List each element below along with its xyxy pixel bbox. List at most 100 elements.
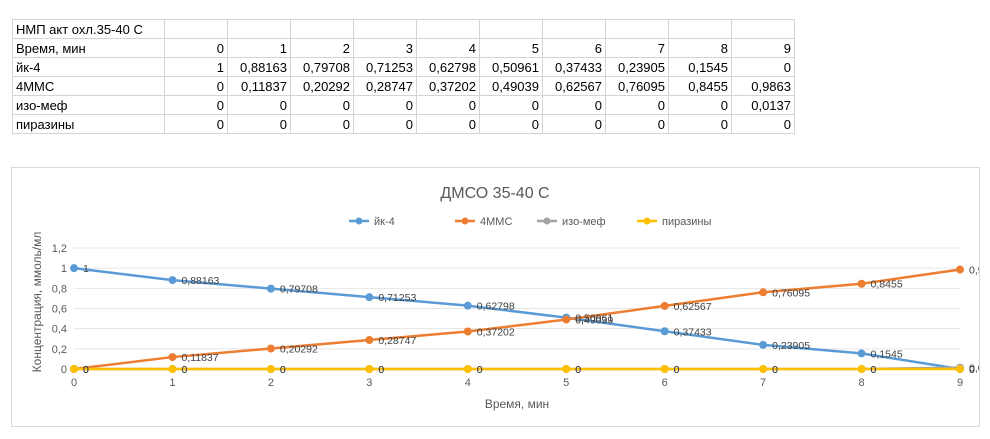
table-row-label[interactable]: пиразины: [12, 114, 165, 134]
table-cell[interactable]: 0: [164, 95, 228, 115]
table-cell-empty[interactable]: [668, 19, 732, 39]
table-cell[interactable]: 0: [731, 57, 795, 77]
data-point[interactable]: [168, 365, 177, 373]
table-cell[interactable]: 0: [605, 95, 669, 115]
table-cell[interactable]: 0: [227, 114, 291, 134]
data-point[interactable]: [759, 288, 768, 297]
table-cell[interactable]: 0,88163: [227, 57, 291, 77]
table-cell[interactable]: 0: [479, 95, 543, 115]
table-cell[interactable]: 0,37202: [416, 76, 480, 96]
table-cell[interactable]: 0: [416, 114, 480, 134]
table-cell[interactable]: 1: [164, 57, 228, 77]
table-header-label[interactable]: Время, мин: [12, 38, 165, 58]
series-line[interactable]: [73, 268, 961, 371]
table-cell[interactable]: 0: [605, 114, 669, 134]
table-cell[interactable]: 0,1545: [668, 57, 732, 77]
data-point[interactable]: [660, 301, 669, 310]
data-point[interactable]: [168, 276, 177, 285]
table-cell[interactable]: 0,28747: [353, 76, 417, 96]
table-cell[interactable]: 0,11837: [227, 76, 291, 96]
data-point[interactable]: [463, 301, 472, 310]
data-point[interactable]: [463, 365, 472, 373]
table-cell[interactable]: 0: [290, 95, 354, 115]
table-cell[interactable]: 0,37433: [542, 57, 606, 77]
data-point[interactable]: [759, 340, 768, 349]
table-cell[interactable]: 0: [227, 95, 291, 115]
data-point[interactable]: [660, 327, 669, 336]
data-point[interactable]: [759, 365, 768, 373]
table-cell[interactable]: 0,23905: [605, 57, 669, 77]
series-line[interactable]: [73, 266, 961, 371]
table-header-cell[interactable]: 8: [668, 38, 732, 58]
table-cell[interactable]: 0: [353, 95, 417, 115]
table-cell[interactable]: 0: [479, 114, 543, 134]
data-point[interactable]: [168, 353, 177, 362]
data-point[interactable]: [463, 327, 472, 336]
data-point[interactable]: [266, 284, 275, 293]
table-cell[interactable]: 0,50961: [479, 57, 543, 77]
table-header-cell[interactable]: 3: [353, 38, 417, 58]
legend-entry[interactable]: йк-4: [374, 216, 395, 228]
data-point[interactable]: [956, 265, 964, 274]
table-cell-empty[interactable]: [353, 19, 417, 39]
table-header-cell[interactable]: 1: [227, 38, 291, 58]
table-header-cell[interactable]: 2: [290, 38, 354, 58]
table-cell[interactable]: 0,62567: [542, 76, 606, 96]
table-header-cell[interactable]: 9: [731, 38, 795, 58]
data-point[interactable]: [266, 365, 275, 373]
table-cell[interactable]: 0: [290, 114, 354, 134]
table-cell-empty[interactable]: [479, 19, 543, 39]
chart-frame[interactable]: ДМСО 35-40 С йк-4 4ММС изо-меф пиразины 0 0,…: [11, 167, 990, 427]
table-cell[interactable]: 0: [353, 114, 417, 134]
table-header-cell[interactable]: 5: [479, 38, 543, 58]
table-cell[interactable]: 0,8455: [668, 76, 732, 96]
legend-entry[interactable]: пиразины: [662, 216, 711, 228]
table-row-label[interactable]: йк-4: [12, 57, 165, 77]
data-point[interactable]: [365, 293, 374, 302]
table-header-cell[interactable]: 6: [542, 38, 606, 58]
table-header-cell[interactable]: 0: [164, 38, 228, 58]
table-cell[interactable]: 0,49039: [479, 76, 543, 96]
data-point[interactable]: [70, 264, 78, 273]
data-point[interactable]: [857, 365, 866, 373]
table-title[interactable]: НМП акт охл.35-40 С: [12, 19, 165, 39]
table-cell[interactable]: 0,62798: [416, 57, 480, 77]
table-cell-empty[interactable]: [290, 19, 354, 39]
data-point[interactable]: [562, 315, 571, 324]
data-point[interactable]: [562, 365, 571, 373]
data-point[interactable]: [660, 365, 669, 373]
table-row-label[interactable]: 4ММС: [12, 76, 165, 96]
table-cell[interactable]: 0: [542, 114, 606, 134]
table-cell-empty[interactable]: [731, 19, 795, 39]
table-row-label[interactable]: изо-меф: [12, 95, 165, 115]
table-cell[interactable]: 0,71253: [353, 57, 417, 77]
data-point[interactable]: [956, 365, 964, 373]
table-cell[interactable]: 0,79708: [290, 57, 354, 77]
table-cell[interactable]: 0,9863: [731, 76, 795, 96]
table-cell-empty[interactable]: [542, 19, 606, 39]
table-cell[interactable]: 0: [164, 114, 228, 134]
data-point[interactable]: [365, 365, 374, 373]
table-cell[interactable]: 0: [416, 95, 480, 115]
table-cell-empty[interactable]: [416, 19, 480, 39]
data-point[interactable]: [857, 349, 866, 358]
legend-entry[interactable]: 4ММС: [480, 216, 512, 228]
data-point[interactable]: [857, 279, 866, 288]
data-point[interactable]: [365, 336, 374, 345]
table-header-cell[interactable]: 7: [605, 38, 669, 58]
table-cell[interactable]: 0: [668, 95, 732, 115]
table-cell[interactable]: 0,20292: [290, 76, 354, 96]
table-cell[interactable]: 0,0137: [731, 95, 795, 115]
table-cell-empty[interactable]: [227, 19, 291, 39]
table-cell[interactable]: 0: [542, 95, 606, 115]
table-cell[interactable]: 0: [668, 114, 732, 134]
data-point[interactable]: [266, 344, 275, 353]
data-point[interactable]: [70, 365, 78, 373]
table-cell[interactable]: 0: [164, 76, 228, 96]
table-cell-empty[interactable]: [605, 19, 669, 39]
table-header-cell[interactable]: 4: [416, 38, 480, 58]
table-cell[interactable]: 0: [731, 114, 795, 134]
legend-entry[interactable]: изо-меф: [562, 216, 606, 228]
table-cell-empty[interactable]: [164, 19, 228, 39]
table-cell[interactable]: 0,76095: [605, 76, 669, 96]
